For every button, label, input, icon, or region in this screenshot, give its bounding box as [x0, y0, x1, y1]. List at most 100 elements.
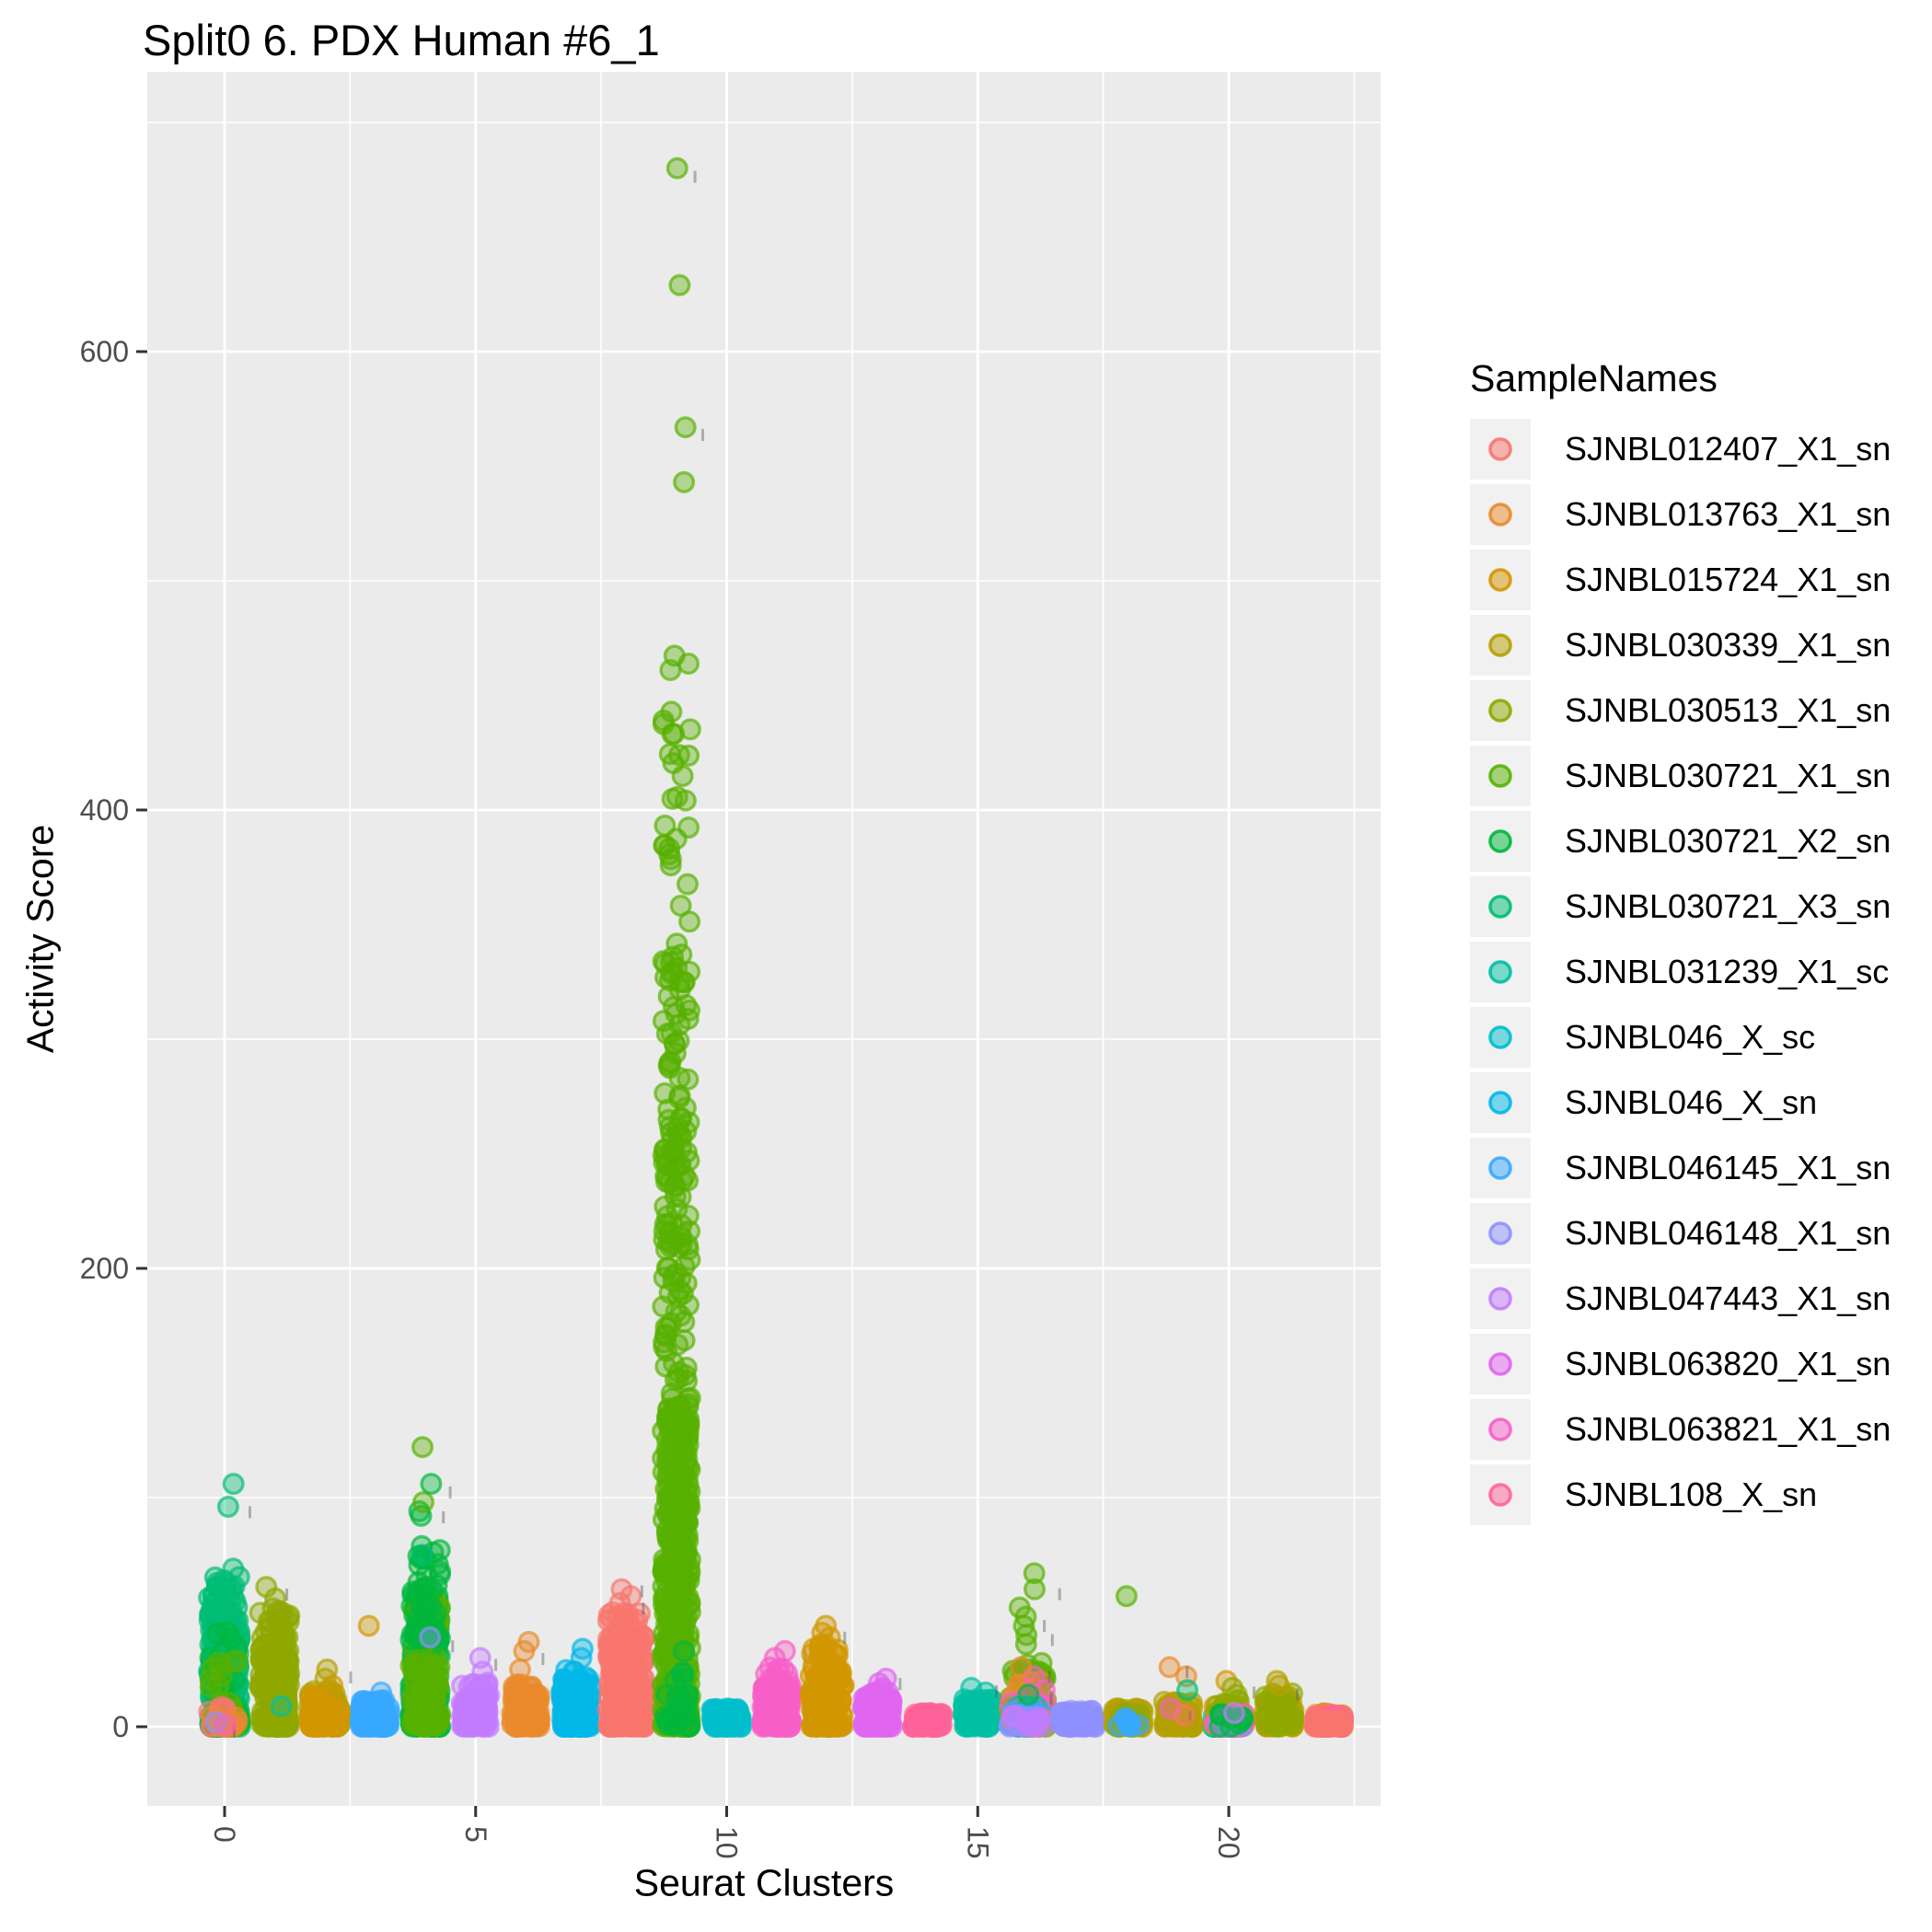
legend-entry: SJNBL046145_X1_sn — [1470, 1138, 1891, 1198]
data-point — [420, 1473, 443, 1496]
data-point — [255, 1576, 278, 1599]
y-tick-label: 0 — [112, 1710, 129, 1743]
data-point — [419, 1625, 442, 1649]
data-point — [321, 1674, 344, 1697]
render-artifact-dash — [1049, 1693, 1053, 1705]
data-point — [451, 1674, 474, 1697]
data-point — [222, 1473, 245, 1496]
data-point — [669, 1394, 692, 1417]
data-point — [667, 744, 690, 767]
legend-entry: SJNBL030721_X2_sn — [1470, 811, 1891, 872]
data-point — [369, 1715, 392, 1738]
data-point — [669, 895, 692, 918]
data-point — [559, 1713, 582, 1736]
render-artifact-dash — [1296, 1688, 1300, 1701]
data-point — [424, 1602, 447, 1625]
cluster-10 — [700, 1697, 753, 1738]
render-artifact-dash — [701, 429, 704, 442]
data-point — [666, 1285, 689, 1308]
data-point — [673, 1640, 696, 1663]
legend-entry-label: SJNBL030721_X1_sn — [1565, 757, 1891, 794]
data-point — [673, 1545, 696, 1568]
data-point — [775, 1683, 798, 1706]
data-point — [654, 1323, 677, 1346]
render-artifact-dash — [451, 1640, 455, 1653]
data-point — [677, 1068, 700, 1091]
data-point — [1222, 1702, 1245, 1725]
data-point — [411, 1544, 434, 1567]
data-point — [216, 1495, 239, 1518]
legend-entry: SJNBL046_X_sn — [1470, 1072, 1817, 1133]
data-point — [653, 1228, 676, 1251]
data-point — [411, 1436, 434, 1459]
data-point — [1008, 1596, 1031, 1619]
legend-point-icon — [1488, 895, 1512, 919]
legend-point-icon — [1488, 960, 1512, 984]
data-point — [678, 1714, 701, 1737]
legend-entry-label: SJNBL012407_X1_sn — [1565, 430, 1891, 468]
cluster-22 — [1303, 1702, 1355, 1738]
data-point — [1061, 1715, 1084, 1738]
data-point — [475, 1695, 498, 1718]
cluster-1 — [249, 1576, 301, 1738]
legend-entry: SJNBL046148_X1_sn — [1470, 1203, 1891, 1264]
data-point — [654, 1138, 677, 1161]
legend-entry-label: SJNBL031239_X1_sc — [1565, 953, 1889, 990]
legend-entry: SJNBL047443_X1_sn — [1470, 1268, 1891, 1329]
render-artifact-dash — [693, 170, 697, 183]
data-point — [1279, 1706, 1302, 1729]
legend-point-icon — [1488, 1483, 1512, 1507]
legend-entry: SJNBL013763_X1_sn — [1470, 484, 1891, 545]
legend-point-icon — [1488, 699, 1512, 723]
data-point — [969, 1706, 992, 1729]
data-point — [621, 1649, 644, 1672]
render-artifact-dash — [442, 1511, 445, 1523]
y-tick-label: 600 — [80, 335, 129, 368]
data-point — [929, 1714, 952, 1737]
cluster-0 — [198, 1473, 251, 1738]
data-point — [1314, 1708, 1337, 1731]
data-point — [871, 1715, 894, 1738]
legend-entry-label: SJNBL030339_X1_sn — [1565, 626, 1891, 664]
cluster-17 — [1049, 1699, 1106, 1738]
legend-point-icon — [1488, 1156, 1512, 1180]
cluster-15 — [952, 1676, 1003, 1738]
legend-point-icon — [1488, 1287, 1512, 1311]
legend-point-icon — [1488, 503, 1512, 526]
data-point — [412, 1715, 435, 1738]
data-point — [960, 1676, 983, 1699]
data-point — [668, 273, 691, 296]
render-artifact-dash — [1043, 1620, 1047, 1632]
data-point — [821, 1651, 844, 1674]
plot-panel — [147, 72, 1381, 1806]
x-tick-label: 15 — [961, 1826, 994, 1859]
data-point — [678, 1497, 701, 1520]
legend-entry-label: SJNBL013763_X1_sn — [1565, 495, 1891, 533]
legend-entry: SJNBL031239_X1_sc — [1470, 942, 1889, 1002]
legend-entry-label: SJNBL030513_X1_sn — [1565, 691, 1891, 729]
data-point — [517, 1630, 540, 1653]
data-point — [654, 1195, 677, 1218]
data-points — [198, 156, 1355, 1738]
data-point — [1116, 1712, 1140, 1735]
data-point — [663, 1567, 686, 1590]
x-tick-label: 0 — [208, 1826, 241, 1843]
data-point — [1225, 1683, 1248, 1706]
render-artifact-dash — [494, 1659, 498, 1672]
data-point — [773, 1639, 796, 1662]
data-point — [571, 1637, 594, 1660]
data-point — [670, 1415, 693, 1438]
data-point — [654, 815, 677, 838]
data-point — [1023, 1715, 1046, 1738]
data-point — [429, 1703, 452, 1726]
render-artifact-dash — [349, 1671, 353, 1683]
data-point — [607, 1708, 630, 1731]
data-point — [654, 834, 677, 857]
data-point — [674, 1096, 697, 1119]
data-point — [403, 1667, 426, 1690]
render-artifact-dash — [1186, 1666, 1189, 1679]
data-point — [655, 1709, 678, 1732]
data-point — [210, 1664, 233, 1687]
data-point — [656, 1529, 679, 1552]
render-artifact-dash — [1050, 1634, 1054, 1647]
